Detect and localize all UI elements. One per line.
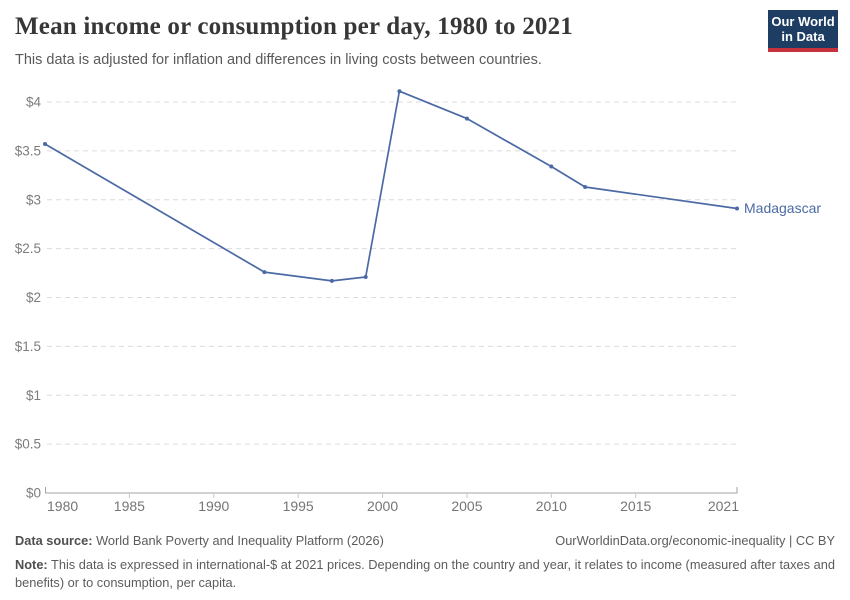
x-tick-label: 1990: [198, 498, 229, 514]
data-source-label: Data source:: [15, 533, 93, 548]
owid-url-link[interactable]: OurWorldinData.org/economic-inequality |…: [555, 533, 835, 548]
y-tick-label: $3: [26, 192, 41, 207]
owid-logo[interactable]: Our World in Data: [768, 10, 838, 52]
x-tick-label: 1980: [47, 498, 78, 514]
data-point: [262, 270, 267, 275]
chart-footer: Data source: World Bank Poverty and Ineq…: [15, 532, 835, 593]
chart-note: Note: This data is expressed in internat…: [15, 556, 835, 593]
series-line-madagascar: [44, 90, 738, 282]
chart-canvas: $0 $0.5 $1 $1.5 $2 $2.5 $3 $3.5 $4 1980 1985 1990 19…: [15, 89, 821, 514]
x-tick-label: 2005: [451, 498, 482, 514]
x-tick-label: 1995: [283, 498, 314, 514]
y-tick-label: $0.5: [15, 437, 41, 452]
x-tick-label: 1985: [114, 498, 145, 514]
y-tick-label: $4: [26, 95, 42, 110]
note-text: This data is expressed in international-…: [15, 556, 835, 591]
data-point: [735, 206, 739, 211]
x-tick-label: 2021: [708, 498, 739, 514]
y-tick-label: $2: [26, 290, 41, 305]
y-tick-label: $0: [26, 486, 41, 501]
x-tick-label: 2015: [620, 498, 651, 514]
series-end-label: Madagascar: [744, 200, 821, 216]
chart-subtitle: This data is adjusted for inflation and …: [15, 52, 542, 68]
y-tick-label: $2.5: [15, 241, 41, 256]
data-point: [397, 89, 402, 94]
data-source-line: Data source: World Bank Poverty and Ineq…: [15, 532, 384, 551]
x-tick-label: 2000: [367, 498, 398, 514]
data-point: [43, 142, 47, 146]
data-point: [363, 275, 368, 279]
y-tick-label: $1: [26, 388, 41, 403]
y-tick-label: $3.5: [15, 143, 41, 158]
data-point: [329, 278, 334, 283]
y-tick-label: $1.5: [15, 339, 41, 354]
data-point: [549, 164, 554, 169]
owid-logo-line1: Our World: [771, 13, 835, 29]
data-point: [465, 116, 469, 121]
x-tick-label: 2010: [536, 498, 567, 514]
owid-logo-line2: in Data: [781, 29, 825, 44]
data-point: [583, 185, 588, 189]
data-source-text: World Bank Poverty and Inequality Platfo…: [92, 533, 384, 548]
note-label: Note:: [15, 556, 48, 572]
chart-title: Mean income or consumption per day, 1980…: [15, 13, 573, 40]
